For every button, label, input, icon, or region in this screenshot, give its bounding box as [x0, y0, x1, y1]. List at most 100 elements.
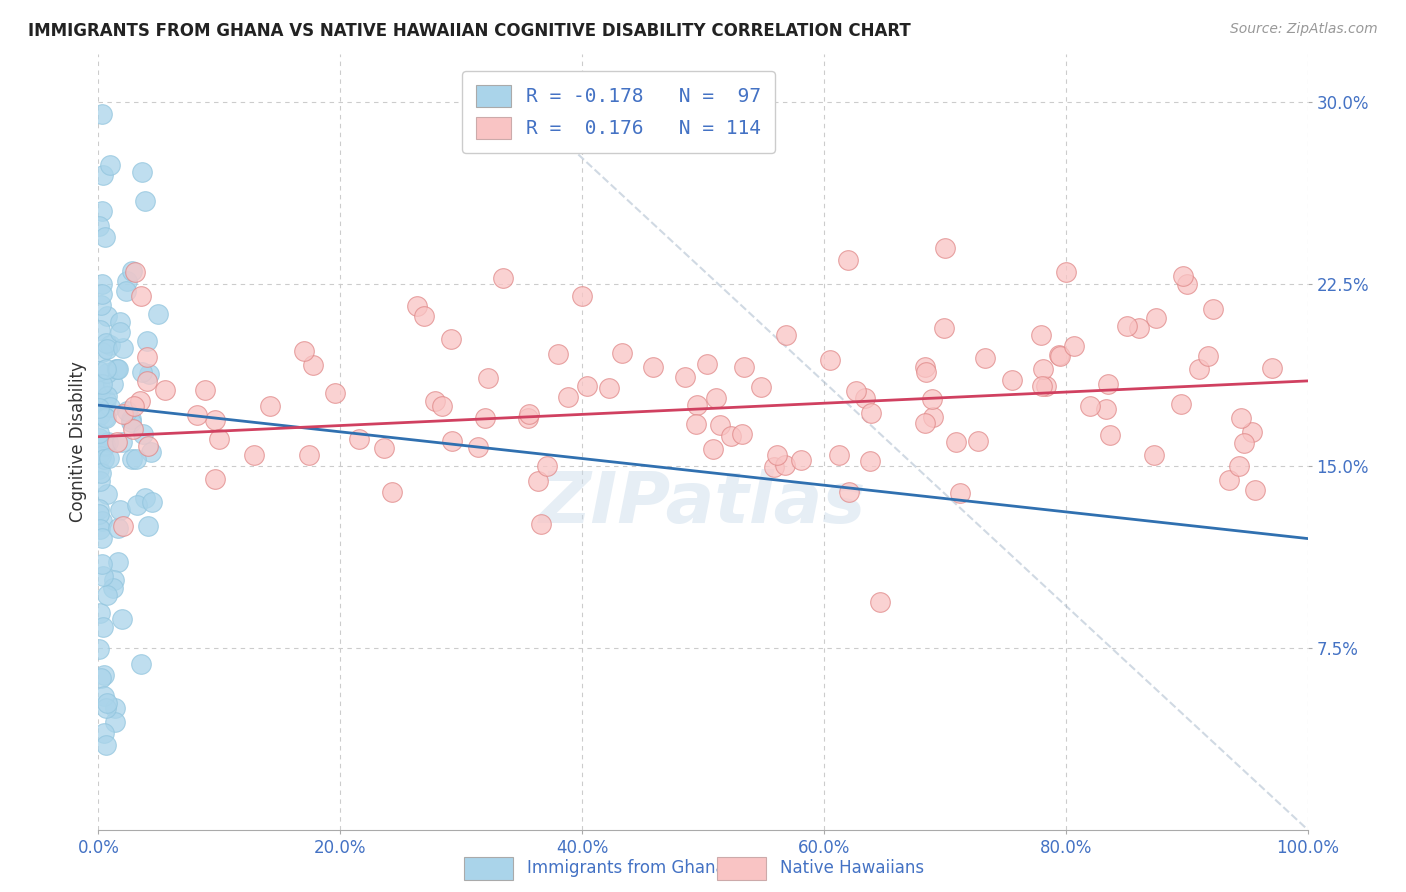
- Point: [89, 385, 111, 400]
- Point: [837, 252, 859, 267]
- Point: [536, 459, 558, 474]
- Point: [111, 408, 134, 422]
- Point: [108, 315, 131, 329]
- Point: [91, 107, 114, 121]
- Point: [90, 298, 112, 312]
- Point: [292, 343, 315, 358]
- Point: [96, 309, 118, 323]
- Point: [1032, 362, 1054, 376]
- Text: Source: ZipAtlas.com: Source: ZipAtlas.com: [1230, 22, 1378, 37]
- Point: [96, 697, 118, 711]
- Point: [763, 460, 786, 475]
- Point: [1175, 277, 1198, 291]
- Point: [146, 307, 169, 321]
- Point: [204, 413, 226, 427]
- Point: [790, 452, 813, 467]
- Point: [111, 435, 134, 450]
- Point: [124, 265, 146, 279]
- Point: [1128, 320, 1150, 334]
- Point: [136, 518, 159, 533]
- Point: [87, 462, 110, 476]
- Point: [114, 284, 136, 298]
- Point: [129, 289, 152, 303]
- Point: [101, 582, 124, 596]
- Point: [94, 362, 117, 376]
- Point: [94, 393, 117, 408]
- Point: [773, 458, 796, 472]
- Point: [89, 507, 111, 521]
- Point: [685, 417, 707, 431]
- Point: [93, 689, 115, 703]
- Point: [208, 432, 231, 446]
- Point: [138, 439, 160, 453]
- Point: [120, 412, 142, 426]
- Point: [131, 365, 153, 379]
- Point: [115, 404, 138, 418]
- Point: [1097, 376, 1119, 391]
- Point: [96, 588, 118, 602]
- Point: [696, 357, 718, 371]
- Point: [96, 342, 118, 356]
- Point: [155, 384, 177, 398]
- Point: [765, 449, 787, 463]
- Point: [115, 274, 138, 288]
- Point: [91, 439, 114, 453]
- Text: IMMIGRANTS FROM GHANA VS NATIVE HAWAIIAN COGNITIVE DISABILITY CORRELATION CHART: IMMIGRANTS FROM GHANA VS NATIVE HAWAIIAN…: [28, 22, 911, 40]
- Point: [107, 555, 129, 569]
- Point: [94, 409, 117, 424]
- Text: ZIPatlas: ZIPatlas: [540, 469, 866, 538]
- Point: [477, 371, 499, 385]
- Point: [91, 377, 114, 392]
- Point: [1094, 401, 1116, 416]
- Point: [302, 358, 325, 372]
- Point: [1171, 268, 1194, 283]
- Point: [96, 367, 118, 381]
- Point: [709, 417, 731, 432]
- Point: [121, 264, 143, 278]
- Point: [1031, 379, 1053, 393]
- Point: [1233, 436, 1256, 450]
- Point: [121, 451, 143, 466]
- Point: [90, 514, 112, 528]
- Point: [91, 620, 114, 634]
- Point: [949, 486, 972, 500]
- Point: [859, 454, 882, 468]
- Point: [107, 521, 129, 535]
- Point: [818, 352, 841, 367]
- Point: [828, 448, 851, 462]
- Point: [527, 474, 550, 488]
- Point: [859, 406, 882, 420]
- Point: [98, 401, 121, 415]
- Point: [686, 398, 709, 412]
- Point: [406, 299, 429, 313]
- Point: [194, 384, 217, 398]
- Point: [704, 391, 727, 405]
- Point: [103, 573, 125, 587]
- Point: [204, 472, 226, 486]
- Point: [1035, 378, 1057, 392]
- Point: [966, 434, 988, 448]
- Point: [186, 408, 208, 422]
- Point: [720, 429, 742, 443]
- Point: [120, 415, 142, 429]
- Point: [138, 368, 160, 382]
- Point: [1240, 425, 1263, 439]
- Point: [87, 501, 110, 516]
- Point: [298, 448, 321, 462]
- Point: [94, 335, 117, 350]
- Point: [855, 392, 877, 406]
- Point: [702, 442, 724, 456]
- Point: [105, 434, 128, 449]
- Text: Immigrants from Ghana: Immigrants from Ghana: [527, 859, 725, 877]
- Point: [105, 362, 128, 376]
- Point: [125, 498, 148, 512]
- Point: [467, 440, 489, 454]
- Point: [243, 448, 266, 462]
- Point: [94, 701, 117, 715]
- Point: [575, 378, 598, 392]
- Y-axis label: Cognitive Disability: Cognitive Disability: [69, 361, 87, 522]
- Point: [921, 410, 943, 425]
- Point: [1188, 362, 1211, 376]
- Point: [125, 451, 148, 466]
- Point: [440, 434, 463, 448]
